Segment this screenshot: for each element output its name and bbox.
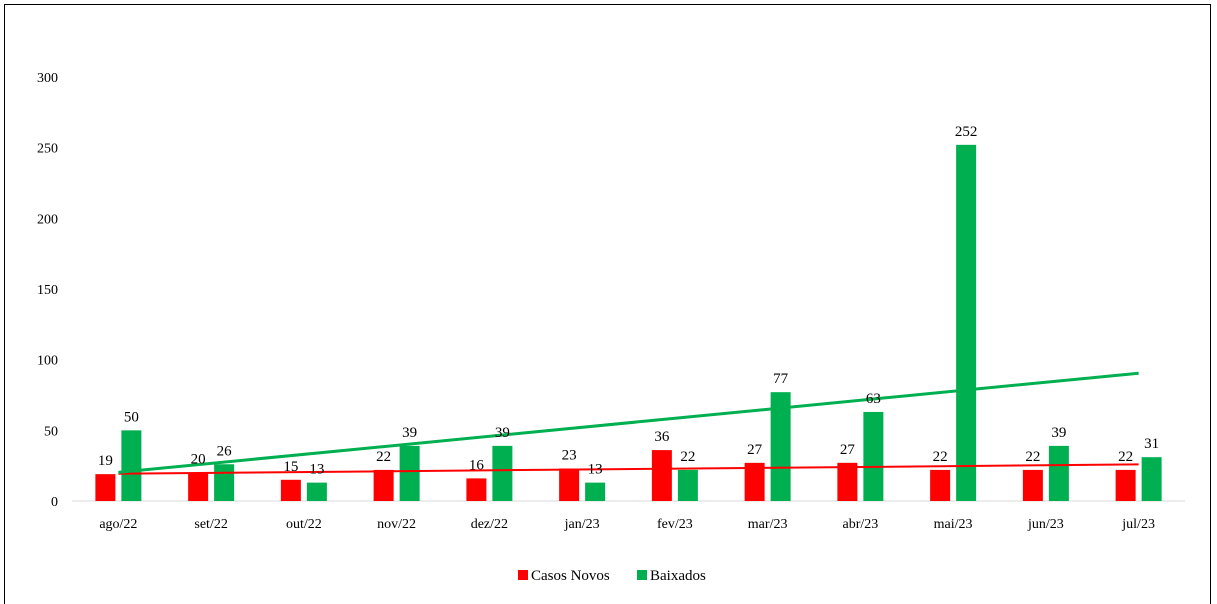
data-label-casos-novos: 20 (191, 452, 206, 468)
bar-casos-novos-ago-22 (95, 474, 116, 501)
bar-baixados-jan-23 (585, 482, 606, 501)
bar-casos-novos-out-22 (280, 479, 301, 501)
data-label-baixados: 39 (402, 425, 417, 441)
data-labels: 19 20 15 22 16 23 36 27 27 22 22 22 50 26 13 39 39 13 22 77… (98, 124, 1159, 478)
data-label-baixados: 31 (1144, 436, 1159, 452)
legend-label-baixados: Baixados (650, 568, 706, 584)
data-label-baixados: 77 (773, 371, 789, 387)
y-tick-label: 100 (37, 354, 58, 369)
data-label-baixados: 22 (680, 449, 695, 465)
bar-casos-novos-mar-23 (744, 462, 765, 501)
data-label-baixados: 13 (588, 462, 603, 478)
bar-baixados-jun-23 (1048, 445, 1069, 501)
y-tick-label: 0 (51, 495, 58, 510)
data-label-casos-novos: 22 (1025, 449, 1040, 465)
x-tick-label: nov/22 (377, 517, 416, 532)
bar-casos-novos-fev-23 (651, 450, 672, 501)
data-label-casos-novos: 22 (1118, 449, 1133, 465)
y-tick-label: 250 (37, 142, 58, 157)
bar-baixados-jul-23 (1141, 457, 1162, 501)
bar-casos-novos-mai-23 (930, 469, 951, 501)
data-label-casos-novos: 27 (747, 442, 763, 458)
legend: Casos Novos Baixados (518, 568, 706, 584)
data-label-casos-novos: 16 (469, 457, 485, 473)
x-tick-label: fev/23 (657, 517, 693, 532)
x-tick-label: out/22 (286, 517, 322, 532)
x-tick-label: jan/23 (564, 517, 600, 532)
legend-label-casos-novos: Casos Novos (531, 568, 610, 584)
x-tick-label: ago/22 (99, 517, 137, 532)
bar-casos-novos-set-22 (188, 472, 209, 501)
x-tick-label: mai/23 (934, 517, 973, 532)
bar-baixados-ago-22 (121, 430, 142, 501)
bar-baixados-mai-23 (956, 144, 977, 501)
data-label-casos-novos: 27 (840, 442, 856, 458)
legend-swatch-baixados (637, 570, 647, 580)
bar-casos-novos-jun-23 (1022, 469, 1043, 501)
x-tick-label: dez/22 (471, 517, 508, 532)
chart-frame (4, 4, 1211, 604)
bar-casos-novos-nov-22 (373, 469, 394, 501)
bars (95, 144, 1162, 501)
bar-baixados-abr-23 (863, 411, 884, 501)
x-axis: ago/22 set/22 out/22 nov/22 dez/22 jan/23 fev/… (72, 500, 1185, 532)
bar-baixados-fev-23 (677, 469, 698, 501)
y-axis: 0 50 100 150 200 250 300 (37, 71, 58, 510)
data-label-casos-novos: 23 (562, 447, 577, 463)
bar-casos-novos-jan-23 (559, 468, 580, 501)
data-label-baixados: 50 (124, 409, 139, 425)
data-label-casos-novos: 19 (98, 453, 113, 469)
x-tick-label: set/22 (194, 517, 227, 532)
trendlines (118, 371, 1139, 475)
bar-baixados-dez-22 (492, 445, 513, 501)
bar-baixados-set-22 (214, 464, 235, 501)
data-label-baixados: 39 (1051, 425, 1066, 441)
data-label-baixados: 252 (955, 124, 978, 140)
data-label-casos-novos: 36 (654, 429, 670, 445)
x-tick-label: jun/23 (1027, 517, 1064, 532)
data-label-baixados: 26 (217, 443, 233, 459)
trendline-casos-novos (118, 463, 1139, 475)
data-label-baixados: 39 (495, 425, 510, 441)
data-label-casos-novos: 22 (933, 449, 948, 465)
x-tick-label: mar/23 (748, 517, 788, 532)
data-label-baixados: 13 (309, 462, 324, 478)
bar-baixados-out-22 (306, 482, 327, 501)
bar-baixados-nov-22 (399, 445, 420, 501)
y-tick-label: 200 (37, 212, 58, 227)
y-tick-label: 50 (44, 424, 58, 439)
trendline-baixados (118, 371, 1139, 474)
data-label-baixados: 63 (866, 391, 881, 407)
bar-baixados-mar-23 (770, 392, 791, 501)
legend-swatch-casos-novos (518, 570, 528, 580)
y-tick-label: 300 (37, 71, 58, 86)
bar-casos-novos-dez-22 (466, 478, 487, 501)
bar-casos-novos-abr-23 (837, 462, 858, 501)
y-tick-label: 150 (37, 283, 58, 298)
bar-casos-novos-jul-23 (1115, 469, 1136, 501)
x-tick-label: jul/23 (1121, 517, 1155, 532)
x-tick-label: abr/23 (842, 517, 878, 532)
data-label-casos-novos: 22 (376, 449, 391, 465)
data-label-casos-novos: 15 (283, 459, 298, 475)
